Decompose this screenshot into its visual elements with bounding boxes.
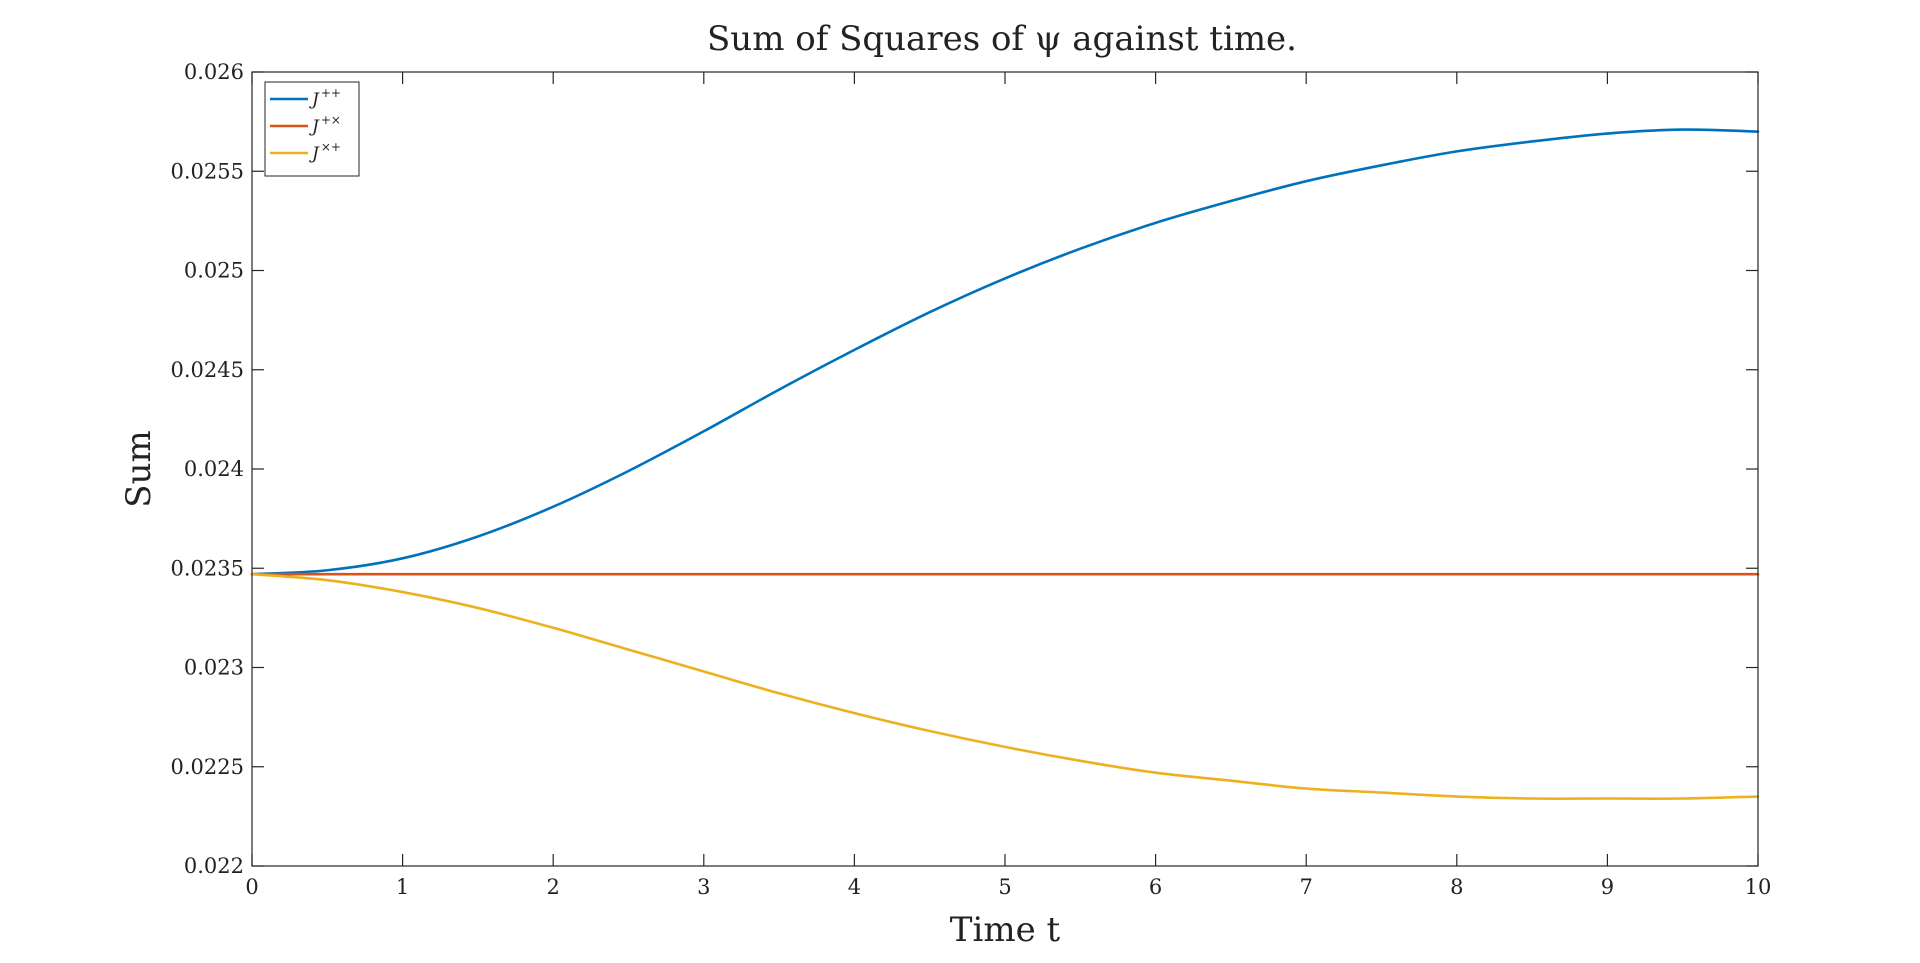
x-tick-label: 3 (697, 875, 710, 899)
x-tick-label: 7 (1300, 875, 1313, 899)
legend: J ++J +×J ×+ (264, 81, 360, 177)
legend-label: J +× (309, 113, 341, 137)
legend-entry-j-plus-times: J +× (270, 113, 341, 137)
y-axis: 0.022 0.0225 0.023 0.0235 0.024 0.0245 0.025 0.… (171, 60, 1758, 878)
legend-entry-j-times-plus: J ×+ (270, 140, 341, 164)
x-tick-label: 9 (1601, 875, 1614, 899)
legend-box (264, 81, 360, 177)
x-tick-label: 0 (245, 875, 258, 899)
x-tick-label: 1 (396, 875, 409, 899)
y-tick-label: 0.0255 (171, 159, 244, 183)
plot-area: 0 1 2 3 4 5 6 7 8 9 10 0.022 0.0225 0.023 0.0235 0.024… (171, 60, 1772, 899)
legend-label-base: J (309, 117, 320, 137)
legend-label-sup: ++ (321, 86, 341, 100)
chart-title: Sum of Squares of ψ against time. (707, 19, 1297, 59)
x-axis: 0 1 2 3 4 5 6 7 8 9 10 (245, 72, 1771, 899)
y-tick-label: 0.026 (184, 60, 244, 84)
y-tick-label: 0.023 (184, 656, 244, 680)
y-tick-label: 0.0225 (171, 755, 244, 779)
y-tick-label: 0.0245 (171, 358, 244, 382)
plot-background (252, 72, 1758, 866)
x-tick-label: 8 (1450, 875, 1463, 899)
y-tick-label: 0.024 (184, 457, 244, 481)
x-tick-label: 10 (1745, 875, 1772, 899)
legend-label-base: J (309, 144, 320, 164)
y-tick-label: 0.025 (184, 259, 244, 283)
y-axis-label: Sum (119, 430, 159, 507)
legend-label: J ×+ (309, 140, 341, 164)
legend-label-sup: ×+ (321, 140, 341, 154)
y-tick-label: 0.0235 (171, 556, 244, 580)
legend-label-base: J (309, 90, 320, 110)
x-tick-label: 4 (848, 875, 861, 899)
series-layer (250, 128, 1760, 800)
x-tick-label: 2 (547, 875, 560, 899)
series-j-times-plus-line (250, 572, 1760, 800)
x-tick-label: 6 (1149, 875, 1162, 899)
y-tick-label: 0.022 (184, 854, 244, 878)
legend-label-sup: +× (321, 113, 341, 127)
legend-entry-j-plus-plus: J ++ (270, 86, 341, 110)
series-j-plus-plus-line (250, 128, 1760, 576)
legend-label: J ++ (309, 86, 341, 110)
x-axis-label: Time t (950, 910, 1061, 950)
x-tick-label: 5 (998, 875, 1011, 899)
